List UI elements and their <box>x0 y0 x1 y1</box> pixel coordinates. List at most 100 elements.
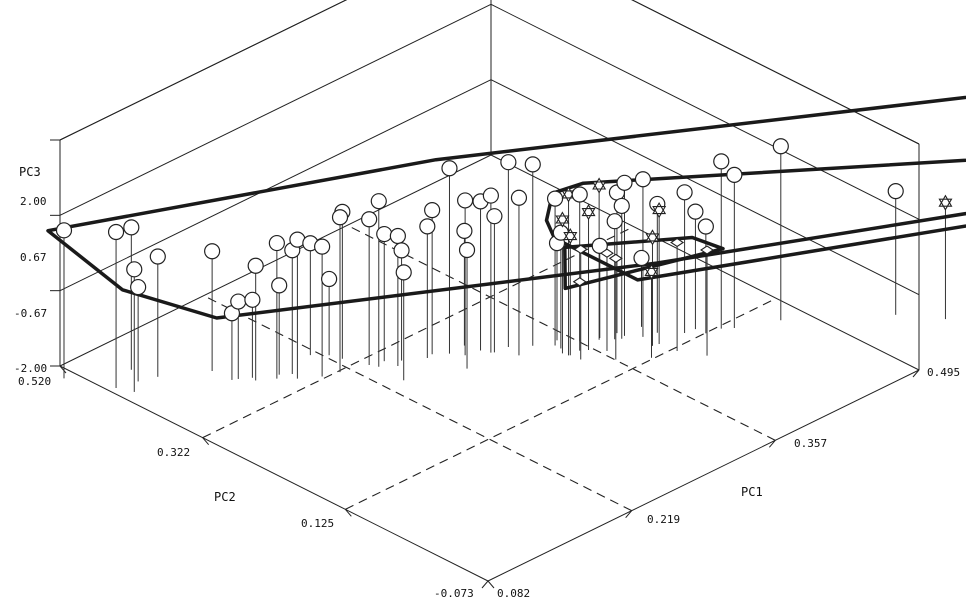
pc2-axis-line <box>59 365 489 582</box>
star-point <box>555 211 570 228</box>
circle-point <box>456 222 473 239</box>
circle-point <box>726 166 743 183</box>
circle-point <box>634 171 652 188</box>
circle-point <box>633 249 650 267</box>
point-stems <box>63 146 946 392</box>
circle-point <box>772 138 789 155</box>
circle-point <box>314 238 331 255</box>
circle-point <box>130 278 147 296</box>
circle-point <box>123 219 140 236</box>
circle-point <box>419 218 436 235</box>
floor-gridline <box>347 224 776 441</box>
back-wall-gridline <box>59 154 492 367</box>
circle-point <box>713 153 730 170</box>
circle-point <box>697 218 714 235</box>
circle-point <box>591 237 608 255</box>
pc2-tick-label: -0.073 <box>434 587 474 600</box>
pc2-axis-label: PC2 <box>214 490 236 504</box>
pc1-tick-mark <box>912 369 920 378</box>
circle-point <box>204 243 221 260</box>
circle-point <box>616 174 633 191</box>
star-point <box>561 186 576 203</box>
star-point <box>563 228 578 245</box>
circle-point <box>458 241 476 259</box>
back-wall-top-edge <box>631 0 920 145</box>
circle-point <box>244 291 261 308</box>
circle-point <box>457 192 474 209</box>
circle-point <box>247 257 264 274</box>
circle-point <box>271 277 288 294</box>
pc3-tick-label: -0.67 <box>14 307 47 320</box>
pc1-tick-label: 0.082 <box>497 587 530 600</box>
circle-point <box>687 203 704 220</box>
circle-point <box>546 190 564 207</box>
star-point <box>581 203 596 221</box>
diamond-point <box>599 248 614 258</box>
diamond-point <box>700 245 715 255</box>
back-wall-gridline <box>59 3 492 216</box>
pc3-axis-label: PC3 <box>19 165 41 179</box>
circle-point <box>424 202 441 219</box>
pc2-tick-mark <box>344 509 352 517</box>
pc1-tick-mark <box>625 510 633 518</box>
circle-point <box>524 156 541 173</box>
back-wall-gridline <box>490 79 920 296</box>
star-point <box>938 194 953 211</box>
circle-point <box>376 225 393 243</box>
circle-point <box>613 197 630 215</box>
pc3-tick-label: 0.67 <box>20 251 47 264</box>
circle-point <box>126 261 143 278</box>
circle-point <box>389 227 406 245</box>
pc3-tick-label: -2.00 <box>14 362 47 375</box>
pc2-tick-label: 0.520 <box>18 375 51 388</box>
diamond-point <box>573 244 588 254</box>
star-point <box>645 229 660 246</box>
diamond-point <box>608 253 623 264</box>
circle-point <box>230 293 247 310</box>
pc2-tick-label: 0.322 <box>157 446 190 459</box>
plot-frame <box>50 0 920 589</box>
floor-gridline <box>345 297 777 510</box>
circle-point <box>393 242 410 259</box>
back-wall-gridline <box>490 3 920 220</box>
pc2-tick-mark <box>487 580 495 589</box>
star-point <box>652 201 667 219</box>
circle-point <box>606 213 623 230</box>
group-hulls <box>46 95 966 320</box>
circle-point <box>361 211 378 228</box>
circle-point <box>268 234 285 252</box>
back-wall-gridline <box>59 79 492 292</box>
star-point <box>644 263 659 280</box>
pc3-tick-label: 2.00 <box>20 195 47 208</box>
circle-point <box>571 186 588 203</box>
pc1-tick-mark <box>768 440 776 448</box>
pc1-tick-label: 0.495 <box>927 366 960 379</box>
circle-point <box>149 248 166 265</box>
circle-point <box>887 182 904 200</box>
pc1-axis-label: PC1 <box>741 485 763 499</box>
circle-group-hull <box>46 95 966 320</box>
diamond-group-hull <box>563 235 725 291</box>
circle-point <box>441 160 458 177</box>
diamond-point <box>572 277 587 287</box>
pc1-tick-label: 0.219 <box>647 513 680 526</box>
pc1-tick-mark <box>481 580 489 589</box>
circle-point <box>370 193 387 210</box>
circle-point <box>500 154 517 171</box>
back-wall-top-edge <box>59 0 348 141</box>
back-wall-gridline <box>59 0 348 141</box>
circle-point <box>55 222 73 239</box>
data-points <box>55 138 953 322</box>
pc1-tick-label: 0.357 <box>794 437 827 450</box>
diamond-point <box>670 237 685 248</box>
floor-gridline <box>203 295 632 512</box>
star-point <box>592 177 607 194</box>
circle-point <box>331 209 349 226</box>
circle-point <box>395 264 412 281</box>
floor-gridline <box>202 226 634 439</box>
circle-point <box>510 189 528 206</box>
floor-dashed-grid <box>202 224 777 512</box>
pc2-tick-mark <box>59 365 67 374</box>
circle-point <box>321 270 338 288</box>
